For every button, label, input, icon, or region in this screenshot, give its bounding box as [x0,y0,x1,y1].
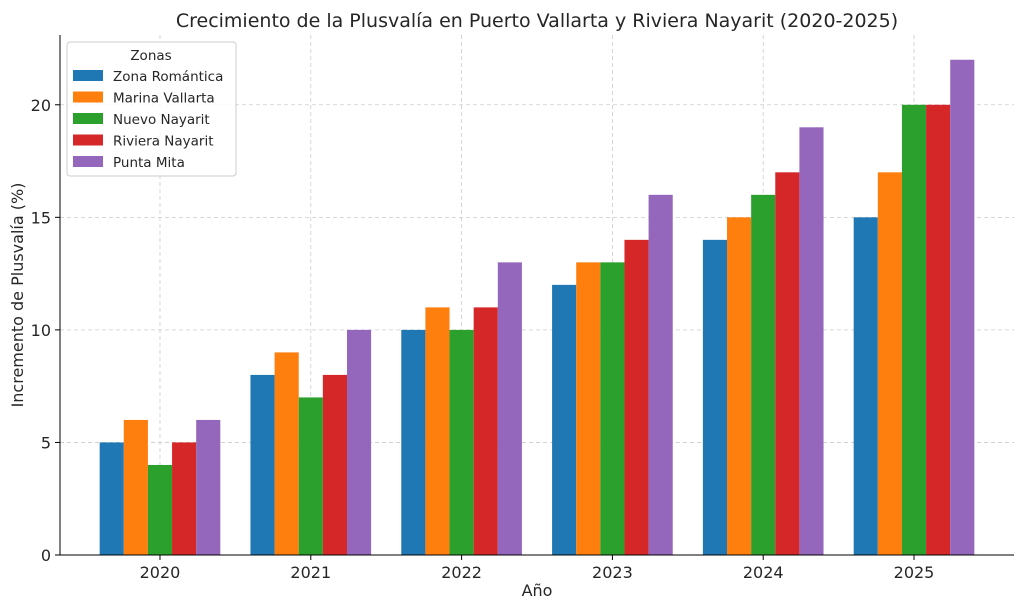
bar-riviera-nayarit-2025 [926,104,951,556]
y-tick-label: 5 [41,433,51,452]
legend-swatch [73,113,103,124]
bar-marina-vallarta-2021 [274,352,299,555]
legend-swatch [73,70,103,81]
y-tick-label: 10 [31,321,51,340]
legend-label: Nuevo Nayarit [113,112,210,128]
bar-punta-mita-2022 [497,262,522,555]
legend-swatch [73,156,103,167]
bar-nuevo-nayarit-2023 [600,262,625,555]
bar-marina-vallarta-2022 [425,307,450,555]
bar-riviera-nayarit-2021 [322,374,347,555]
legend-title: Zonas [130,48,171,64]
bar-nuevo-nayarit-2021 [298,397,323,555]
bar-marina-vallarta-2020 [123,419,148,555]
bar-zona-rom-ntica-2021 [250,374,275,555]
bar-marina-vallarta-2023 [576,262,601,555]
bar-nuevo-nayarit-2025 [901,104,927,556]
bar-zona-rom-ntica-2024 [702,239,728,555]
legend-swatch [73,134,103,146]
bar-punta-mita-2020 [196,419,221,555]
bar-punta-mita-2023 [648,194,673,555]
x-axis-label: Año [522,581,553,600]
bar-zona-rom-ntica-2025 [853,217,878,556]
x-tick-label: 2023 [592,563,633,582]
bar-riviera-nayarit-2022 [473,307,498,555]
bar-riviera-nayarit-2023 [624,239,649,555]
legend-label: Riviera Nayarit [113,134,214,150]
axes [55,35,1014,560]
x-tick-label: 2021 [290,563,331,582]
bar-zona-rom-ntica-2023 [552,284,577,555]
legend-box [66,41,237,177]
bars [99,59,975,556]
bar-marina-vallarta-2025 [877,172,902,555]
x-tick-label: 2025 [894,563,935,582]
legend-label: Zona Romántica [113,69,223,85]
bar-punta-mita-2021 [346,329,372,555]
bar-punta-mita-2025 [950,59,975,556]
y-axis-label: Incremento de Plusvalía (%) [8,183,27,408]
bar-marina-vallarta-2024 [727,217,752,556]
bar-zona-rom-ntica-2020 [99,442,124,555]
y-tick-label: 20 [31,96,51,115]
chart-title: Crecimiento de la Plusvalía en Puerto Va… [176,10,898,32]
bar-zona-rom-ntica-2022 [401,329,426,555]
bar-nuevo-nayarit-2020 [147,464,173,555]
bar-riviera-nayarit-2024 [775,172,800,555]
x-tick-label: 2024 [743,563,784,582]
legend: Zonas Zona Romántica Marina Vallarta Nuevo… [66,41,237,177]
legend-label: Punta Mita [113,155,185,171]
bar-nuevo-nayarit-2022 [449,329,474,555]
x-tick-label: 2022 [441,563,482,582]
y-tick-label: 15 [31,208,51,227]
legend-swatch [73,91,103,103]
x-tick-label: 2020 [140,563,181,582]
bar-riviera-nayarit-2020 [172,442,197,555]
bar-nuevo-nayarit-2024 [751,194,776,555]
y-tick-label: 0 [41,546,51,565]
legend-label: Marina Vallarta [113,91,215,107]
bar-punta-mita-2024 [799,127,824,555]
